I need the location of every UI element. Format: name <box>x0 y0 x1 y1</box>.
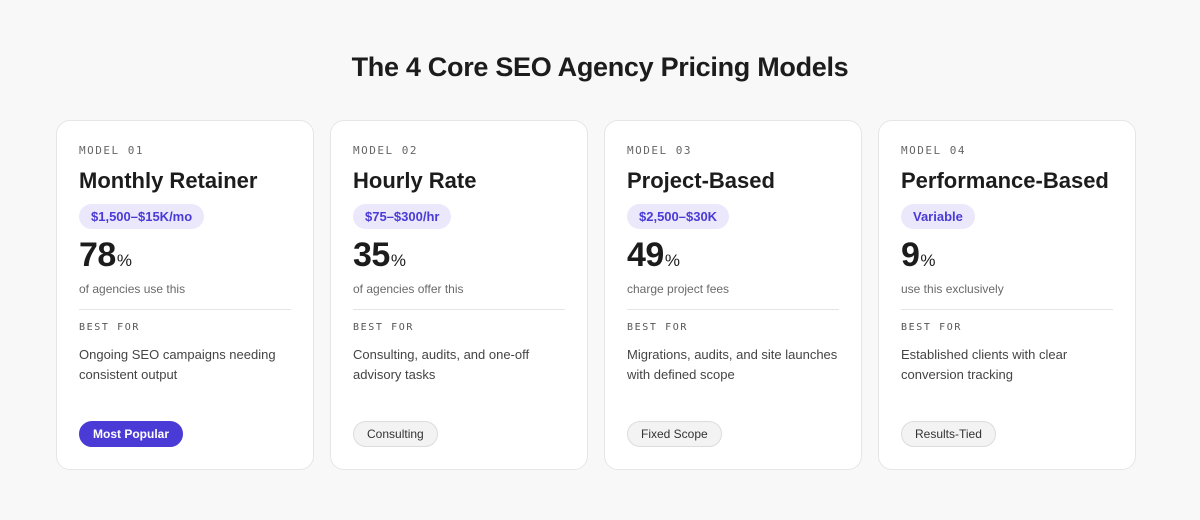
stat-caption: use this exclusively <box>901 282 1004 296</box>
divider <box>901 309 1113 310</box>
pricing-models-grid: MODEL 01 Monthly Retainer $1,500–$15K/mo… <box>56 120 1136 470</box>
stat-caption: of agencies use this <box>79 282 186 296</box>
model-number-label: MODEL 02 <box>353 144 418 157</box>
best-for-description: Consulting, audits, and one-off advisory… <box>353 347 530 382</box>
pricing-card-project-based: MODEL 03 Project-Based $2,500–$30K 49% c… <box>604 120 862 470</box>
divider <box>79 309 291 310</box>
stat-value: 78 <box>79 236 116 274</box>
best-for-label: BEST FOR <box>901 322 962 333</box>
model-name: Performance-Based <box>901 168 1109 193</box>
usage-stat: 35% <box>353 238 565 279</box>
stat-unit: % <box>116 251 132 270</box>
usage-stat: 49% <box>627 238 839 279</box>
pricing-card-performance-based: MODEL 04 Performance-Based Variable 9% u… <box>878 120 1136 470</box>
best-for-description: Ongoing SEO campaigns needing consistent… <box>79 347 276 382</box>
best-for-description: Migrations, audits, and site launches wi… <box>627 347 838 382</box>
stat-value: 9 <box>901 236 920 274</box>
stat-caption: of agencies offer this <box>353 282 464 296</box>
pricing-card-monthly-retainer: MODEL 01 Monthly Retainer $1,500–$15K/mo… <box>56 120 314 470</box>
best-for-label: BEST FOR <box>353 322 414 333</box>
model-number-label: MODEL 03 <box>627 144 692 157</box>
price-range-badge: $75–$300/hr <box>353 204 452 229</box>
price-range-badge: Variable <box>901 204 975 229</box>
usage-stat: 78% <box>79 238 291 279</box>
category-tag: Fixed Scope <box>627 421 722 447</box>
model-name: Monthly Retainer <box>79 168 258 193</box>
model-number-label: MODEL 01 <box>79 144 144 157</box>
best-for-label: BEST FOR <box>627 322 688 333</box>
stat-unit: % <box>390 251 406 270</box>
category-tag: Consulting <box>353 421 438 447</box>
best-for-description: Established clients with clear conversio… <box>901 347 1068 382</box>
category-tag: Results-Tied <box>901 421 996 447</box>
usage-stat: 9% <box>901 238 1113 279</box>
best-for-label: BEST FOR <box>79 322 140 333</box>
stat-value: 35 <box>353 236 390 274</box>
stat-unit: % <box>920 251 936 270</box>
pricing-card-hourly-rate: MODEL 02 Hourly Rate $75–$300/hr 35% of … <box>330 120 588 470</box>
model-number-label: MODEL 04 <box>901 144 966 157</box>
stat-value: 49 <box>627 236 664 274</box>
divider <box>627 309 839 310</box>
stat-caption: charge project fees <box>627 282 730 296</box>
page-title: The 4 Core SEO Agency Pricing Models <box>351 52 849 82</box>
price-range-badge: $2,500–$30K <box>627 204 730 229</box>
stat-unit: % <box>664 251 680 270</box>
price-range-badge: $1,500–$15K/mo <box>79 204 205 229</box>
most-popular-tag: Most Popular <box>79 421 184 447</box>
divider <box>353 309 565 310</box>
model-name: Project-Based <box>627 168 775 193</box>
model-name: Hourly Rate <box>353 168 477 193</box>
